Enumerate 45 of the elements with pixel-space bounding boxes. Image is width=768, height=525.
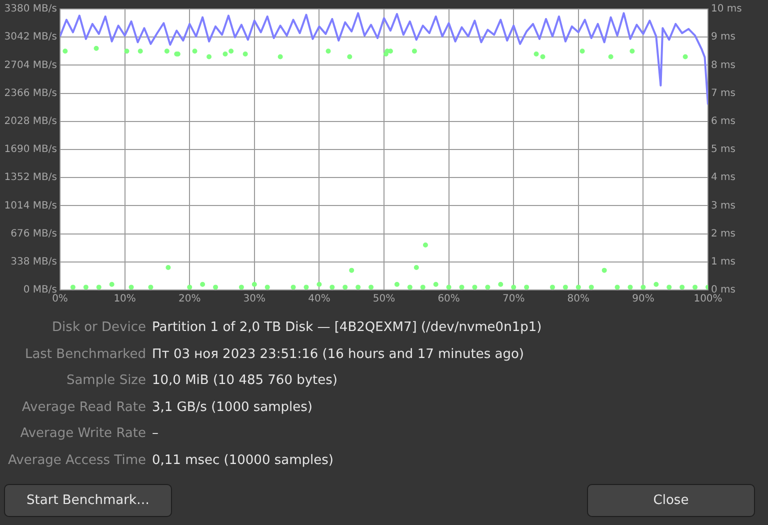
x-tick-label: 60% (438, 294, 460, 305)
y2-tick-label: 3 ms (711, 200, 736, 212)
text: Start Benchmark… (4, 484, 172, 517)
x-tick-label: 90% (632, 294, 654, 305)
text: Disk or Device (52, 320, 146, 335)
text: 3,1 GB/s (1000 samples) (152, 400, 312, 414)
text: Average Read Rate (22, 400, 146, 414)
y2-tick-label: 1 ms (711, 256, 736, 268)
x-tick-label: 50% (372, 294, 396, 305)
x-tick-label: 0% (52, 294, 68, 305)
text: 0,11 msec (10000 samples) (152, 452, 334, 468)
y-tick-label: 2704 MB/s (4, 60, 57, 71)
text: Average Write Rate (20, 426, 146, 441)
text: 10,0 MiB (10 485 760 bytes) (152, 373, 338, 388)
text: Partition 1 of 2,0 TB Disk — [4B2QEXM7] (/dev/nvme0n1p1) (152, 320, 542, 335)
y-tick-label: 338 MB/s (10, 256, 57, 268)
text: – (152, 426, 158, 441)
y-tick-label: 2028 MB/s (4, 116, 57, 127)
y-tick-label: 1014 MB/s (4, 200, 57, 212)
x-tick-label: 70% (502, 294, 525, 305)
x-tick-label: 100% (694, 294, 722, 305)
x-tick-label: 10% (114, 294, 136, 305)
y-tick-label: 676 MB/s (10, 228, 57, 240)
y2-tick-label: 10 ms (711, 4, 742, 15)
x-tick-label: 30% (243, 294, 266, 305)
y2-tick-label: 9 ms (711, 32, 736, 43)
text: Close (587, 484, 755, 517)
y2-tick-label: 6 ms (711, 116, 736, 127)
y2-tick-label: 4 ms (711, 172, 736, 184)
y-tick-label: 3042 MB/s (4, 32, 57, 43)
y2-tick-label: 5 ms (711, 144, 736, 156)
y-tick-label: 3380 MB/s (4, 4, 57, 15)
text: Sample Size (66, 373, 146, 388)
text: Пт 03 ноя 2023 23:51:16 (16 hours and 17 minutes ago) (152, 346, 524, 362)
y2-tick-label: 8 ms (711, 60, 736, 71)
y-tick-label: 2366 MB/s (4, 88, 57, 99)
text: Average Access Time (8, 452, 146, 468)
y-tick-label: 1352 MB/s (4, 172, 57, 184)
text: Last Benchmarked (24, 346, 146, 362)
x-tick-label: 20% (178, 294, 201, 305)
y-tick-label: 1690 MB/s (4, 144, 57, 156)
x-tick-label: 40% (308, 294, 330, 305)
x-tick-label: 80% (567, 294, 590, 305)
y2-tick-label: 7 ms (711, 88, 736, 99)
y2-tick-label: 2 ms (711, 228, 736, 240)
